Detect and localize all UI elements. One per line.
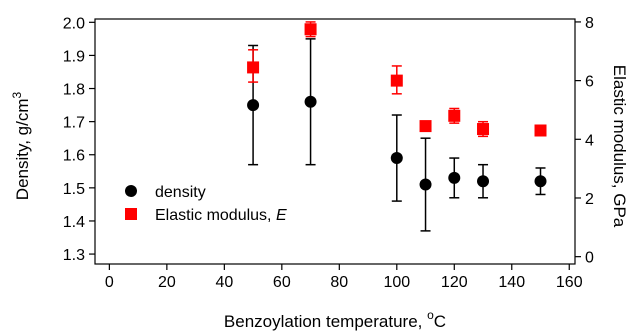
density-point: [390, 152, 403, 165]
y-left-tick-label-1.7: 1.7: [63, 115, 85, 132]
y-left-tick-label-1.4: 1.4: [63, 214, 85, 231]
legend-label-elastic-modulus: Elastic modulus, E: [155, 207, 287, 224]
x-tick-label-100: 100: [383, 274, 410, 291]
y-right-tick-label-6: 6: [585, 74, 594, 91]
x-tick-label-140: 140: [498, 274, 525, 291]
legend: density Elastic modulus, E: [125, 184, 287, 224]
plot-area: [94, 18, 576, 265]
elastic-modulus-point: [419, 120, 432, 133]
legend-marker-elastic-modulus: [125, 208, 137, 220]
x-tick-label-0: 0: [105, 274, 114, 291]
elastic-modulus-point: [304, 23, 317, 36]
legend-label-density: density: [155, 184, 206, 201]
elastic-modulus-point: [247, 61, 260, 74]
y-axis-right-label: Elastic modulus, GPa: [610, 65, 629, 228]
legend-marker-density: [125, 185, 137, 197]
x-tick-label-80: 80: [330, 274, 348, 291]
density-point: [304, 95, 317, 108]
density-point: [247, 99, 260, 112]
density-point: [477, 175, 490, 188]
y-left-tick-label-2.0: 2.0: [63, 15, 85, 32]
y-right-tick-label-8: 8: [585, 15, 594, 32]
density-point: [534, 175, 547, 188]
x-tick-label-120: 120: [441, 274, 468, 291]
y-left-tick-label-1.6: 1.6: [63, 148, 85, 165]
x-axis-label: Benzoylation temperature, oC: [224, 308, 446, 331]
x-tick-label-40: 40: [215, 274, 233, 291]
elastic-modulus-point: [390, 74, 403, 87]
y-right-tick-label-2: 2: [585, 191, 594, 208]
y-axis-right: 0 2 4 6 8: [575, 15, 594, 267]
data-marks: [247, 21, 547, 232]
y-axis-left-label: Density, g/cm3: [10, 91, 32, 200]
y-axis-left: 1.3 1.4 1.5 1.6 1.7 1.8 1.9 2.0: [63, 15, 95, 264]
x-axis: 0 20 40 60 80 100 120 140 160: [105, 264, 583, 291]
density-point: [448, 171, 461, 184]
y-left-tick-label-1.5: 1.5: [63, 181, 85, 198]
x-tick-label-60: 60: [273, 274, 291, 291]
elastic-modulus-point: [448, 109, 461, 122]
y-left-tick-label-1.8: 1.8: [63, 82, 85, 99]
y-left-tick-label-1.9: 1.9: [63, 48, 85, 65]
x-tick-label-160: 160: [556, 274, 583, 291]
x-tick-label-20: 20: [158, 274, 176, 291]
y-right-tick-label-4: 4: [585, 132, 594, 149]
y-left-tick-label-1.3: 1.3: [63, 247, 85, 264]
density-point: [419, 178, 432, 191]
plot-frame: [94, 18, 576, 265]
y-right-tick-label-0: 0: [585, 250, 594, 267]
elastic-modulus-point: [477, 123, 490, 136]
elastic-modulus-point: [534, 124, 547, 137]
